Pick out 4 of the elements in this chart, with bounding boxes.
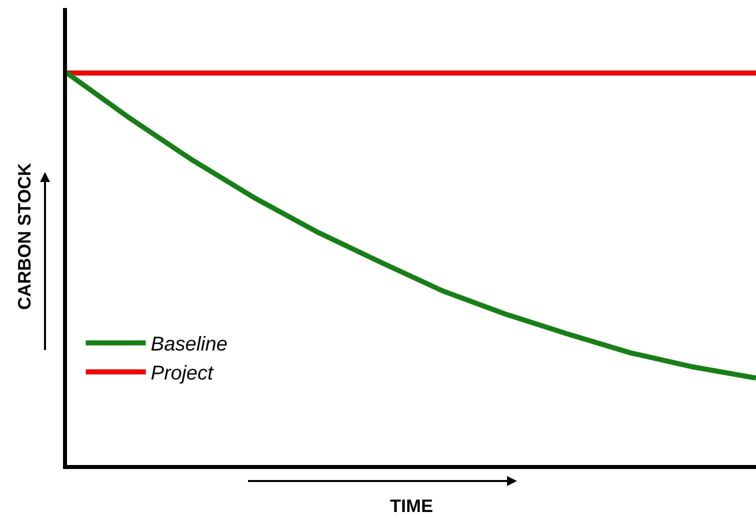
legend-label: Project	[150, 362, 214, 385]
legend-label: Baseline	[150, 334, 228, 356]
y-axis-title: CARBON STOCK	[14, 163, 35, 310]
x-axis-title: TIME	[390, 496, 433, 516]
